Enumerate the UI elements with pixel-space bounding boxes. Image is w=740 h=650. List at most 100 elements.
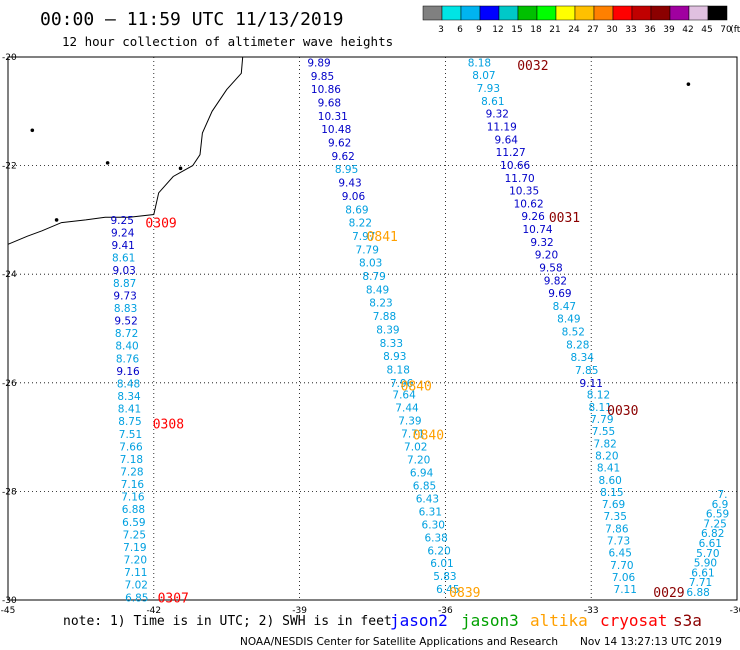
colorbar-swatch	[555, 5, 576, 21]
wave-height-label: 8.07	[472, 70, 495, 82]
colorbar-label: 39	[663, 25, 675, 35]
wave-height-label: 6.59	[706, 509, 729, 521]
wave-height-label: 8.41	[597, 463, 620, 475]
wave-height-label: 6.88	[122, 504, 145, 516]
colorbar-swatch	[650, 5, 671, 21]
wave-height-label: 10.86	[311, 84, 341, 96]
footer-note: note: 1) Time is in UTC; 2) SWH is in fe…	[63, 614, 392, 629]
island-mark	[105, 161, 110, 165]
wave-height-label: 9.43	[338, 178, 361, 190]
legend-s3a: s3a	[673, 611, 702, 630]
wave-height-label: 9.85	[311, 71, 334, 83]
legend-jason3: jason3	[461, 611, 519, 630]
colorbar-swatch	[688, 5, 709, 21]
wave-height-label: 7.18	[120, 454, 143, 466]
legend-altika: altika	[530, 611, 588, 630]
wave-height-label: 7.86	[605, 523, 629, 535]
pass-time-label: 0309	[145, 217, 176, 232]
y-tick-label: -26	[2, 379, 17, 389]
wave-height-label: 8.11	[588, 402, 611, 414]
wave-height-label: 6.9	[712, 499, 729, 511]
wave-height-label: 8.18	[468, 57, 491, 69]
wave-height-label: 7.69	[602, 499, 625, 511]
pass-time-label: 0841	[367, 230, 398, 245]
wave-height-label: 8.33	[380, 338, 403, 350]
wave-height-label: 7.02	[125, 580, 148, 592]
wave-height-label: 7.19	[123, 542, 146, 554]
x-tick-label: -42	[146, 606, 161, 616]
island-mark	[54, 218, 59, 222]
colorbar-swatch	[460, 5, 481, 21]
wave-height-label: 6.45	[436, 584, 459, 596]
wave-height-label: 9.26	[521, 211, 545, 223]
colorbar-swatch	[441, 5, 462, 21]
wave-height-label: 6.94	[410, 468, 434, 480]
wave-height-label: 7.55	[592, 426, 615, 438]
wave-height-label: 11.70	[505, 173, 535, 185]
wave-height-label: 8.20	[595, 450, 618, 462]
wave-height-label: 8.75	[118, 416, 141, 428]
wave-height-label: 9.11	[580, 378, 603, 390]
colorbar-label: 70	[720, 25, 732, 35]
wave-height-label: 10.74	[523, 224, 553, 236]
wave-height-label: 8.28	[566, 339, 589, 351]
y-tick-label: -28	[2, 487, 17, 497]
colorbar-label: 21	[549, 25, 560, 35]
wave-height-label: 9.16	[116, 366, 140, 378]
wave-height-label: 5.83	[433, 571, 456, 583]
wave-height-label: 6.01	[430, 558, 453, 570]
colorbar-label: 12	[492, 25, 503, 35]
wave-height-label: 5.70	[696, 548, 719, 560]
pass-time-label: 0032	[517, 59, 548, 74]
colorbar-label: 15	[511, 25, 522, 35]
wave-height-label: 9.20	[535, 250, 558, 262]
pass-time-label: 0031	[549, 211, 580, 226]
footer-credit: NOAA/NESDIS Center for Satellite Applica…	[240, 636, 558, 648]
colorbar-swatch	[574, 5, 595, 21]
colorbar-swatch	[612, 5, 633, 21]
wave-height-label: 8.93	[383, 351, 406, 363]
wave-height-label: 9.68	[318, 97, 341, 109]
colorbar-swatch	[631, 5, 652, 21]
wave-height-label: 8.69	[345, 204, 368, 216]
wave-height-label: 6.82	[701, 528, 724, 540]
wave-height-label: 9.89	[307, 57, 330, 69]
y-tick-label: -30	[2, 596, 17, 606]
wave-height-label: 8.72	[115, 328, 138, 340]
wave-height-label: 8.23	[369, 298, 392, 310]
wave-height-label: 8.39	[376, 324, 399, 336]
wave-height-label: 8.15	[600, 487, 623, 499]
wave-height-label: 7.51	[119, 429, 142, 441]
wave-height-label: 8.49	[557, 314, 580, 326]
wave-height-label: 7.71	[689, 577, 712, 589]
chart-title: 00:00 – 11:59 UTC 11/13/2019	[40, 9, 343, 30]
wave-height-label: 8.60	[598, 475, 621, 487]
wave-height-label: 10.48	[321, 124, 351, 136]
wave-height-label: 7.73	[607, 536, 630, 548]
wave-height-label: 7.39	[398, 416, 421, 428]
wave-height-label: 8.12	[587, 390, 610, 402]
colorbar-label: 45	[701, 25, 712, 35]
pass-time-label: 0308	[153, 418, 184, 433]
wave-height-label: 8.79	[362, 271, 385, 283]
wave-height-label: 7.79	[590, 414, 613, 426]
wave-height-label: 8.41	[118, 404, 141, 416]
wave-height-label: 7.20	[124, 555, 147, 567]
pass-time-label: 0029	[653, 586, 684, 601]
wave-height-label: 7.96	[390, 378, 414, 390]
wave-height-label: 8.34	[571, 352, 595, 364]
wave-height-label: 7.11	[614, 584, 637, 596]
wave-height-label: 7.71	[401, 429, 424, 441]
wave-height-label: 8.48	[117, 378, 140, 390]
axis-ticks: -45 -42 -39 -36 -33 -30 -20 -22 -24 -26 -28 -30	[1, 53, 740, 616]
legend-jason2: jason2	[390, 611, 448, 630]
wave-height-label: 10.66	[500, 160, 530, 172]
x-tick-label: -45	[1, 606, 16, 616]
plot-border	[7, 56, 738, 601]
colorbar-swatch	[479, 5, 500, 21]
wave-height-label: 11.27	[496, 147, 526, 159]
island-mark	[30, 128, 35, 133]
colorbar-label: 27	[587, 25, 598, 35]
pass-time-label: 0030	[607, 404, 638, 419]
wave-height-label: 11.19	[487, 122, 517, 134]
